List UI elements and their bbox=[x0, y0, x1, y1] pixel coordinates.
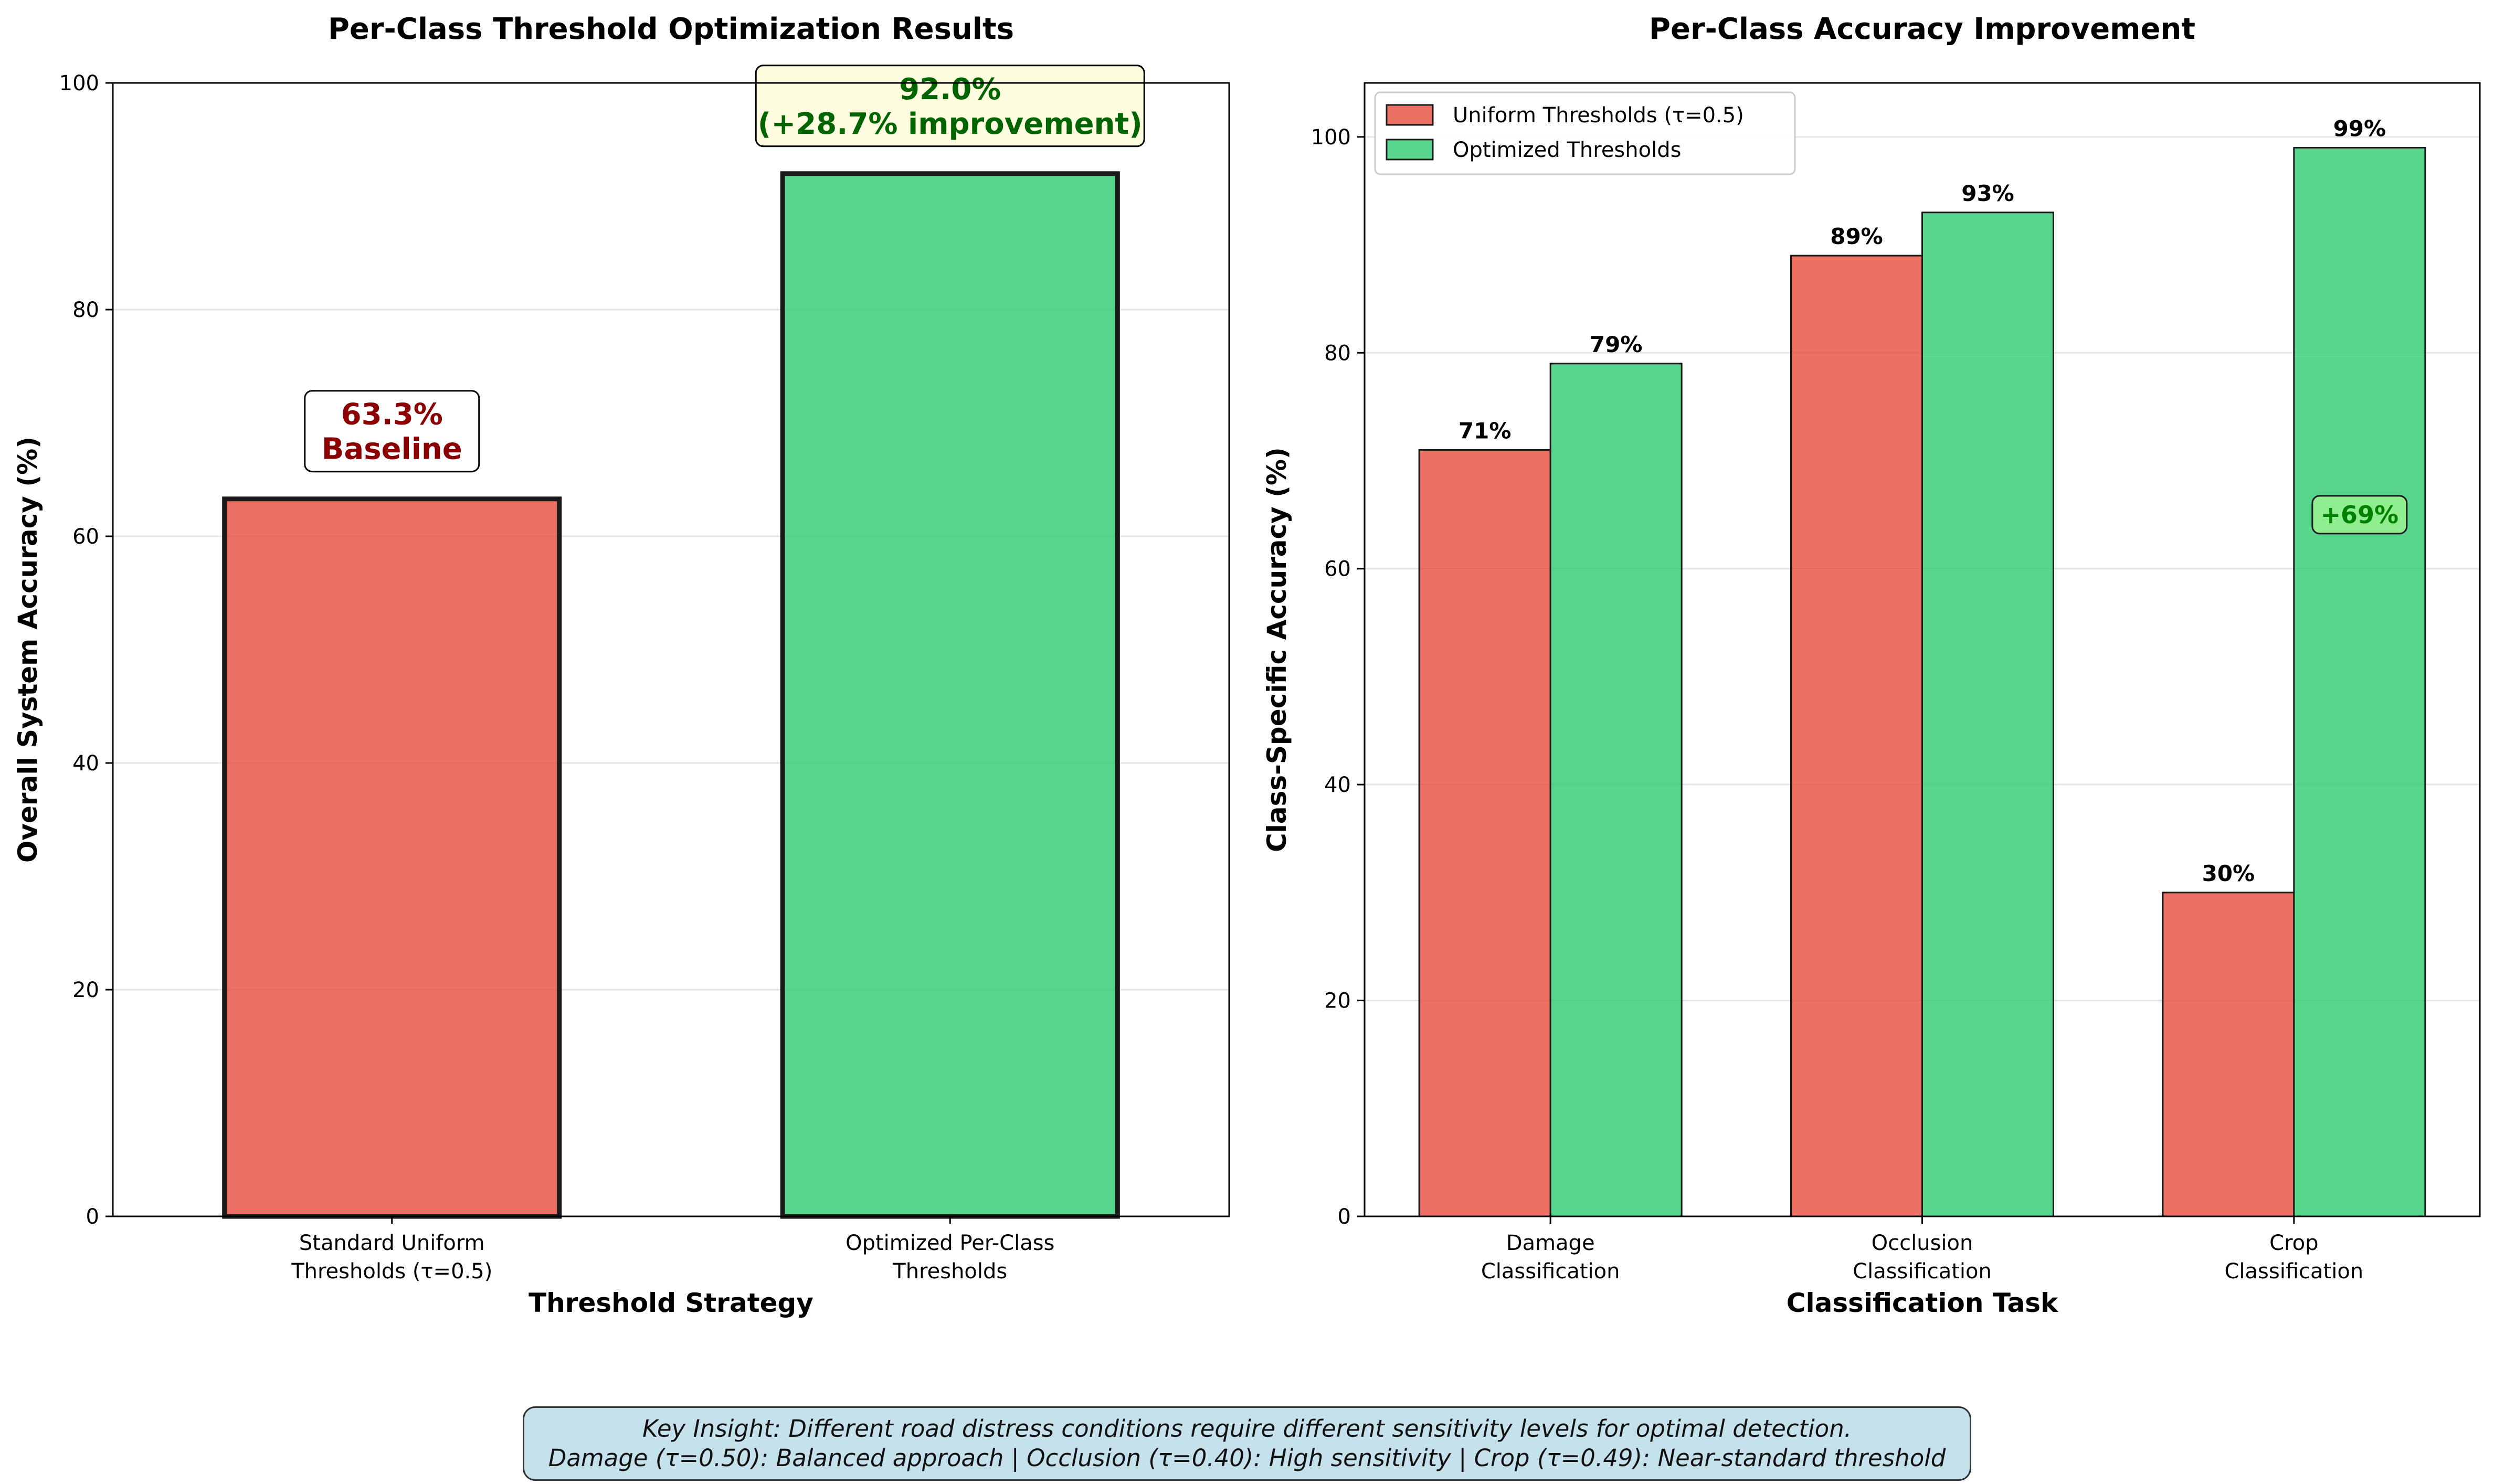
bar-value-label: 30% bbox=[2202, 861, 2255, 886]
annotation-text: 63.3% bbox=[341, 398, 443, 432]
x-tick-label: Thresholds (τ=0.5) bbox=[291, 1259, 492, 1284]
x-tick-label: Classification bbox=[1853, 1259, 1992, 1284]
chart-class-accuracy: 0 20 40 60 80 100 71% 79% Damage Classification 89… bbox=[1262, 12, 2481, 1318]
key-insight-box: Key Insight: Different road distress con… bbox=[523, 1406, 1971, 1481]
annotation-box bbox=[304, 390, 480, 473]
x-tick-label: Crop bbox=[2269, 1231, 2318, 1255]
y-tick-label: 20 bbox=[1324, 989, 1351, 1013]
y-tick-label: 40 bbox=[1324, 773, 1351, 797]
improvement-annotation-text: +69% bbox=[2321, 501, 2399, 529]
legend-label: Optimized Thresholds bbox=[1453, 138, 1681, 162]
bar-value-label: 89% bbox=[1830, 224, 1883, 249]
annotation-box bbox=[755, 65, 1145, 147]
annotation-text: (+28.7% improvement) bbox=[758, 107, 1143, 141]
improvement-annotation-box bbox=[2311, 495, 2408, 535]
bar-uniform-damage bbox=[1418, 449, 1551, 1217]
chart-title: Per-Class Accuracy Improvement bbox=[1649, 12, 2195, 46]
bar-optimized bbox=[780, 171, 1120, 1219]
x-tick-label: Classification bbox=[2224, 1259, 2363, 1284]
y-tick-label: 100 bbox=[1311, 125, 1351, 150]
y-tick-label: 60 bbox=[1324, 557, 1351, 581]
legend-frame bbox=[1374, 91, 1796, 175]
x-tick-label: Standard Uniform bbox=[299, 1231, 485, 1255]
y-tick-label: 0 bbox=[1338, 1205, 1351, 1229]
y-tick-label: 80 bbox=[72, 298, 99, 322]
x-tick-label: Damage bbox=[1506, 1231, 1595, 1255]
bar-uniform bbox=[222, 496, 562, 1219]
bar-uniform-occlusion bbox=[1790, 255, 1923, 1217]
chart-overall-accuracy: 0 20 40 60 80 100 Standard Uniform Thresholds (… bbox=[13, 12, 1230, 1318]
legend-swatch bbox=[1386, 139, 1434, 161]
legend: Uniform Thresholds (τ=0.5) Optimized Thre… bbox=[1374, 91, 1796, 175]
x-tick-label: Thresholds bbox=[892, 1259, 1007, 1284]
bar-optimized-occlusion bbox=[1921, 211, 2054, 1217]
bar-value-label: 99% bbox=[2333, 115, 2386, 141]
bar-optimized-crop bbox=[2293, 146, 2426, 1217]
y-tick-label: 100 bbox=[59, 71, 99, 96]
y-axis-label: Class-Specific Accuracy (%) bbox=[1262, 447, 1292, 852]
legend-label: Uniform Thresholds (τ=0.5) bbox=[1453, 103, 1744, 128]
insight-line-2: Damage (τ=0.50): Balanced approach | Occ… bbox=[548, 1444, 1946, 1472]
y-tick-label: 20 bbox=[72, 978, 99, 1002]
y-tick-label: 80 bbox=[1324, 341, 1351, 365]
x-tick-label: Optimized Per-Class bbox=[846, 1231, 1054, 1255]
bar-value-label: 79% bbox=[1590, 332, 1643, 357]
bar-value-label: 93% bbox=[1961, 181, 2014, 206]
plot-frame bbox=[1364, 82, 2481, 1217]
insight-line-1: Key Insight: Different road distress con… bbox=[642, 1415, 1852, 1443]
bar-value-label: 71% bbox=[1459, 418, 1512, 443]
y-tick-label: 40 bbox=[72, 751, 99, 776]
y-tick-label: 0 bbox=[86, 1205, 99, 1229]
annotation-text: Baseline bbox=[322, 432, 462, 467]
x-axis-label: Threshold Strategy bbox=[529, 1288, 813, 1318]
y-tick-label: 60 bbox=[72, 525, 99, 549]
plot-frame bbox=[112, 82, 1230, 1217]
x-axis-label: Classification Task bbox=[1787, 1288, 2059, 1318]
x-tick-label: Classification bbox=[1481, 1259, 1620, 1284]
annotation-text: 92.0% bbox=[899, 72, 1001, 107]
chart-title: Per-Class Threshold Optimization Results bbox=[328, 12, 1014, 46]
y-axis-label: Overall System Accuracy (%) bbox=[13, 437, 43, 863]
x-tick-label: Occlusion bbox=[1872, 1231, 1973, 1255]
bar-uniform-crop bbox=[2162, 892, 2295, 1217]
bar-optimized-damage bbox=[1549, 363, 1683, 1217]
legend-swatch bbox=[1386, 104, 1434, 126]
